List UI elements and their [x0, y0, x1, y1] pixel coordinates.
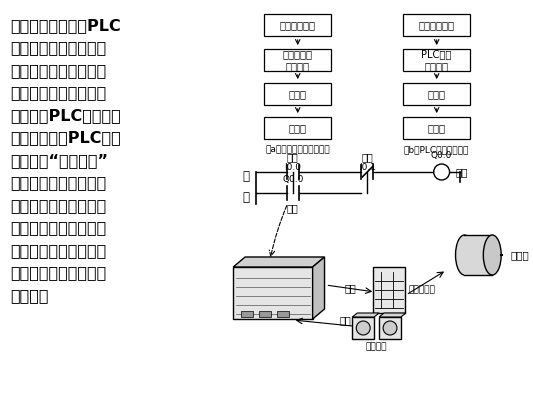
Bar	[241, 311, 253, 317]
Text: 继电器连线
控制逻辑: 继电器连线 控制逻辑	[282, 49, 313, 71]
Text: 编程简单、控制功能强: 编程简单、控制功能强	[10, 266, 106, 280]
Bar	[264, 14, 332, 36]
Text: 输出: 输出	[344, 283, 356, 293]
Text: I0.1: I0.1	[359, 163, 376, 172]
Text: 程: 程	[243, 170, 249, 183]
Text: 的方式不同，继电器控: 的方式不同，继电器控	[10, 63, 106, 78]
Bar	[403, 14, 471, 36]
Text: 停止: 停止	[361, 152, 373, 162]
Text: 取代传统的物理硬件继: 取代传统的物理硬件继	[10, 176, 106, 190]
Text: PLC程序
控制逻辑: PLC程序 控制逻辑	[422, 49, 452, 71]
Text: 电动机: 电动机	[510, 250, 529, 260]
Text: 价格便宜、维护方便、: 价格便宜、维护方便、	[10, 243, 106, 258]
Bar	[277, 311, 289, 317]
Bar	[403, 83, 471, 105]
Circle shape	[383, 321, 397, 335]
Text: 电动机: 电动机	[289, 123, 306, 133]
Text: 程序中的“软继电器”: 程序中的“软继电器”	[10, 153, 108, 168]
Text: 接触器: 接触器	[289, 89, 306, 99]
Bar	[264, 117, 332, 139]
Bar	[264, 49, 332, 71]
Text: 接触器: 接触器	[427, 89, 446, 99]
Text: Q0.0: Q0.0	[431, 151, 453, 160]
Text: 按钮下达指令: 按钮下达指令	[419, 20, 455, 30]
Bar	[264, 83, 332, 105]
Text: 按钮下达指令: 按钮下达指令	[280, 20, 316, 30]
Ellipse shape	[483, 235, 501, 275]
Circle shape	[356, 321, 370, 335]
Text: 由程序组成。PLC利用: 由程序组成。PLC利用	[10, 130, 120, 146]
Text: 件结构大大简化，具有: 件结构大大简化，具有	[10, 220, 106, 236]
Bar	[233, 267, 313, 319]
Polygon shape	[313, 257, 325, 319]
Bar	[259, 311, 271, 317]
Text: （a）继电器电气控制系统: （a）继电器电气控制系统	[265, 145, 330, 154]
Text: 电器，使控制系统的硬: 电器，使控制系统的硬	[10, 198, 106, 213]
Text: 继电器控制系统和PLC: 继电器控制系统和PLC	[10, 18, 120, 33]
Polygon shape	[233, 257, 325, 267]
Text: 序: 序	[243, 191, 249, 204]
Polygon shape	[379, 313, 406, 317]
Text: I0.0: I0.0	[284, 163, 301, 172]
Ellipse shape	[456, 235, 473, 275]
Text: 输入: 输入	[340, 315, 351, 325]
Text: 电动机: 电动机	[427, 123, 446, 133]
Bar	[403, 117, 471, 139]
Text: 输出: 输出	[456, 167, 468, 177]
Text: 启停开关: 启停开关	[366, 342, 387, 351]
Text: 自锁: 自锁	[287, 203, 298, 213]
Text: Q0.0: Q0.0	[282, 175, 303, 184]
Bar	[373, 267, 405, 313]
Polygon shape	[352, 313, 379, 317]
Text: 控制系统实现逻辑控制: 控制系统实现逻辑控制	[10, 40, 106, 56]
Text: 等优点。: 等优点。	[10, 288, 49, 303]
Bar	[379, 317, 401, 339]
Text: 线组成，PLC控制逻辑: 线组成，PLC控制逻辑	[10, 108, 120, 123]
Text: 制逻辑由继电器硬件连: 制逻辑由继电器硬件连	[10, 86, 106, 100]
Bar	[464, 235, 492, 275]
Text: 交流接触器: 交流接触器	[409, 286, 436, 294]
Circle shape	[434, 164, 449, 180]
Bar	[352, 317, 374, 339]
Bar	[403, 49, 471, 71]
Text: 启动: 启动	[287, 152, 298, 162]
Text: （b）PLC电气控制系统: （b）PLC电气控制系统	[404, 145, 470, 154]
